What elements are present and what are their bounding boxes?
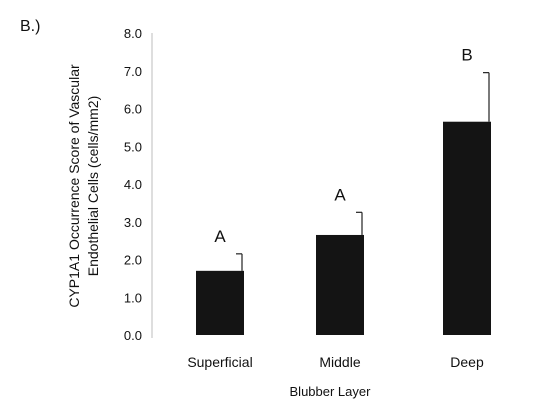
significance-letter: A	[214, 227, 226, 246]
panel-label: B.)	[20, 18, 41, 35]
x-axis-label: Blubber Layer	[290, 384, 372, 399]
y-tick-label: 3.0	[124, 215, 142, 230]
bar-deep	[443, 121, 491, 336]
x-axis-tick-labels: Superficial Middle Deep	[187, 354, 484, 370]
significance-letter: B	[461, 46, 472, 65]
y-tick-label: 6.0	[124, 102, 142, 117]
x-tick-label: Superficial	[187, 354, 252, 370]
bars: A A B	[196, 46, 491, 336]
x-tick-label: Deep	[450, 354, 484, 370]
bar-middle	[316, 234, 364, 335]
x-tick-label: Middle	[319, 354, 360, 370]
y-tick-label: 1.0	[124, 290, 142, 305]
y-tick-label: 8.0	[124, 26, 142, 41]
y-tick-label: 2.0	[124, 253, 142, 268]
y-tick-label: 0.0	[124, 328, 142, 343]
bar-superficial	[196, 270, 244, 335]
y-axis-label-line-2: Endothelial Cells (cells/mm2)	[85, 96, 101, 277]
significance-letter: A	[334, 185, 346, 204]
y-tick-label: 7.0	[124, 64, 142, 79]
y-axis-ticks: 0.0 1.0 2.0 3.0 4.0 5.0 6.0 7.0 8.0	[124, 26, 142, 343]
y-axis-label-line-1: CYP1A1 Occurrence Score of Vascular	[66, 64, 82, 308]
y-tick-label: 4.0	[124, 177, 142, 192]
y-tick-label: 5.0	[124, 139, 142, 154]
